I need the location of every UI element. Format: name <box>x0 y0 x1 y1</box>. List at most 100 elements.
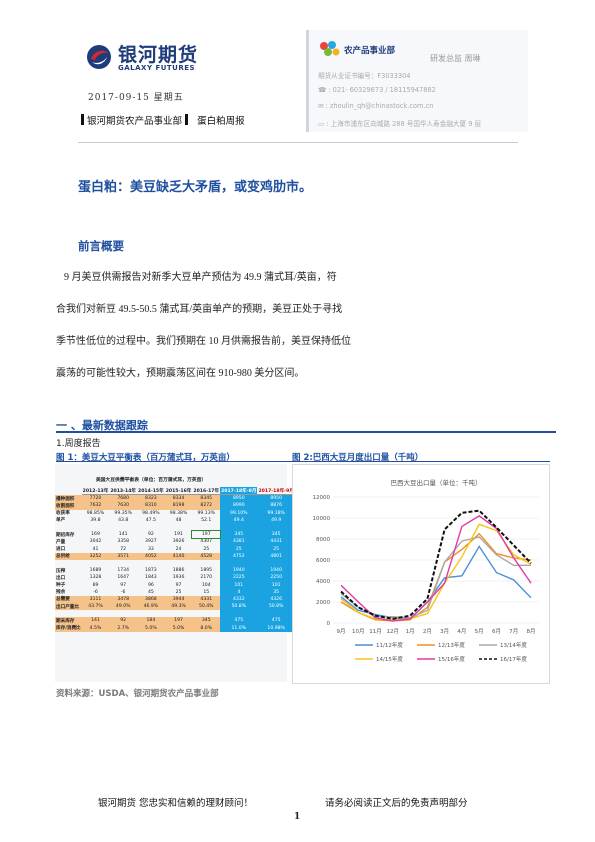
table-cell: 25 <box>257 545 295 553</box>
table-cell: 99.35% <box>114 510 132 516</box>
table-cell: 2250 <box>257 574 295 582</box>
divider-bar <box>81 114 84 125</box>
table-cell: 25 <box>220 545 258 553</box>
table-column-header: 2016-17年 <box>192 487 221 496</box>
table-cell <box>220 610 258 618</box>
table-cell: 8876 <box>257 502 295 510</box>
table-row <box>55 559 295 568</box>
table-cell: 4752 <box>220 552 258 560</box>
table-cell: 43.7% <box>81 603 110 611</box>
table-cell: 4801 <box>257 552 295 560</box>
table-cell: 197 <box>191 530 222 540</box>
table-row: 期初库存 169 141 92 191 197 345 345 <box>55 530 295 540</box>
table-cell: 3868 <box>137 595 165 603</box>
table-cell: 1940 <box>220 567 258 575</box>
row-label <box>55 610 82 617</box>
y-tick-label: 10000 <box>313 516 331 522</box>
table-cell: 43.8 <box>118 517 129 523</box>
table-cell: 7720 <box>81 494 110 503</box>
table-cell: 92 <box>109 617 138 625</box>
table-cell: 345 <box>257 531 295 539</box>
x-tick-label: 11月 <box>369 628 382 635</box>
figure1-caption: 图 1：美豆大豆平衡表（百万蒲式耳，万英亩） <box>56 453 235 463</box>
table-column-header: 2014-15年 <box>137 487 165 496</box>
table-cell: 7632 <box>81 502 110 510</box>
table-cell <box>165 610 193 617</box>
table-row: 单产 39.8 43.8 47.5 48 52.1 49.4 49.9 <box>55 516 295 524</box>
table-cell: 7630 <box>109 502 138 510</box>
table-cell: 97 <box>175 582 182 588</box>
table-cell: 96 <box>147 582 154 588</box>
table-cell <box>192 610 220 617</box>
table-cell: 8334 <box>164 494 193 503</box>
table-cell: 8345 <box>192 494 221 503</box>
table-cell: 47.5 <box>145 517 156 523</box>
table-cell: 11.0% <box>220 624 258 632</box>
y-tick-label: 12000 <box>313 495 331 501</box>
y-tick-label: 6000 <box>316 558 330 564</box>
table-cell: 52.1 <box>201 517 212 523</box>
table-cell: 101 <box>220 581 258 589</box>
header-divider <box>78 142 518 143</box>
table-row: 收获率 98.85% 99.35% 98.49% 98.38% 99.13% 99.10% 9… <box>55 509 295 517</box>
table-cell <box>109 560 137 567</box>
row-label: 残余 <box>56 590 66 596</box>
table-cell: 8990 <box>220 502 258 510</box>
table-cell: -6 <box>120 589 126 595</box>
analyst-email[interactable]: ✉ : zhoulin_qh@chinastock.com.cn <box>318 102 434 110</box>
table-cell: 8198 <box>164 502 193 510</box>
subsection-heading: 1.周度报告 <box>56 439 101 449</box>
table-cell <box>82 610 110 617</box>
divider-bar <box>185 114 189 125</box>
series-line <box>340 515 532 622</box>
table-row: 残余 -6 -6 45 25 15 4 35 <box>55 588 295 596</box>
table-cell: 8272 <box>192 502 221 510</box>
table-cell: 141 <box>81 617 110 625</box>
table-row: 压榨 1689 1734 1873 1886 1895 1940 1940 <box>55 567 295 575</box>
table-cell: 8323 <box>137 494 165 503</box>
analyst-address: ▭ : 上海市浦东区向城路 288 号国华人寿金融大厦 9 层 <box>318 120 482 128</box>
table-cell: 4381 <box>220 538 258 546</box>
row-label: 压榨 <box>56 568 66 574</box>
table-cell: 10.98% <box>257 624 295 632</box>
table-cell <box>257 559 295 568</box>
table-cell: 4140 <box>164 552 193 560</box>
row-label: 期末库存 <box>55 617 82 625</box>
intro-line: 合我们对新豆 49.5-50.5 蒲式耳/英亩单产的预期，美豆正处于寻找 <box>56 304 343 315</box>
table-row: 进口 41 72 33 24 25 25 25 <box>55 545 295 553</box>
table-cell: 49.0% <box>109 603 138 611</box>
table-cell: 98.38% <box>169 510 188 516</box>
table-cell <box>82 560 110 567</box>
table-cell: 4332 <box>220 595 258 603</box>
table-cell: 39.8 <box>90 517 101 523</box>
table-row: 出口 1328 1647 1843 1936 2170 2225 2250 <box>55 574 295 582</box>
table-row <box>55 610 295 618</box>
report-type: 蛋白粕周报 <box>197 116 245 127</box>
intro-line: 9 月美豆供需报告对新季大豆单产预估为 49.9 蒲式耳/英亩，符 <box>64 272 337 283</box>
table-cell <box>109 524 137 531</box>
legend-label: 13/14年度 <box>500 641 527 649</box>
analyst-name: 研发总监 周琳 <box>430 54 481 63</box>
table-cell: 3926 <box>172 539 185 545</box>
balance-table-title: 美国大豆供需平衡表（单位：百万蒲式耳，万英亩） <box>95 478 207 483</box>
page-number: 1 <box>294 812 301 822</box>
x-tick-label: 9月 <box>337 628 346 635</box>
row-label: 播种面积 <box>55 494 82 503</box>
table-cell: 4528 <box>192 552 221 560</box>
table-row: 收割面积 7632 7630 8310 8198 8272 8990 8876 <box>55 502 295 510</box>
x-tick-label: 3月 <box>440 628 449 635</box>
table-column-header: 2013-14年 <box>109 487 138 496</box>
table-cell: 97 <box>120 582 127 588</box>
table-cell: 50.8% <box>220 603 258 611</box>
table-row: 产量 3042 3358 3927 3926 4307 4381 4431 <box>55 538 295 546</box>
table-cell: 1843 <box>145 575 157 581</box>
logo-chinese-name: 银河期货 <box>118 44 199 66</box>
report-date: 2017-09-15 星期五 <box>88 93 184 103</box>
table-cell: 4431 <box>257 538 295 546</box>
source-note: 资料来源：USDA、银河期货农产品事业部 <box>56 689 219 699</box>
analyst-card <box>306 30 528 132</box>
table-cell: 8310 <box>137 502 165 510</box>
table-cell: 15 <box>203 589 210 595</box>
table-cell: 345 <box>220 531 258 539</box>
card-department: 农产品事业部 <box>344 46 396 56</box>
